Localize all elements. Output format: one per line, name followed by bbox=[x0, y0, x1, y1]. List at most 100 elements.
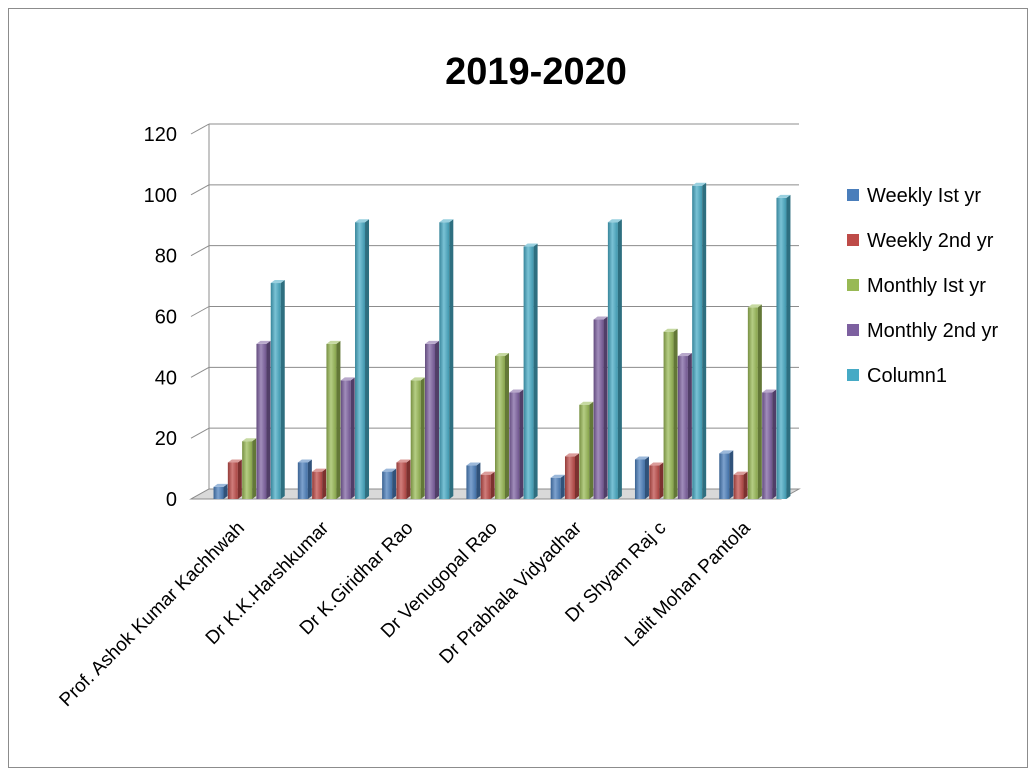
bar bbox=[663, 328, 678, 499]
bar-top bbox=[663, 328, 678, 332]
bar-front bbox=[242, 441, 253, 499]
y-tick-label: 0 bbox=[166, 489, 177, 511]
x-tick-label: Dr Prabhala Vidyadhar bbox=[436, 517, 587, 668]
y-tick-label: 40 bbox=[155, 367, 177, 389]
bar-side bbox=[490, 471, 495, 499]
bar-side bbox=[420, 377, 425, 499]
bar-front bbox=[382, 471, 393, 499]
bar-top bbox=[256, 340, 271, 344]
bar-top bbox=[340, 377, 355, 381]
bar-front bbox=[495, 356, 505, 499]
bar bbox=[340, 377, 355, 499]
bar-side bbox=[687, 353, 692, 499]
bar-front bbox=[733, 474, 744, 499]
bar-top bbox=[607, 219, 622, 223]
gridline-diag bbox=[190, 366, 210, 378]
bar-top bbox=[227, 459, 242, 463]
bar-side bbox=[659, 462, 664, 499]
bar-side bbox=[743, 471, 748, 499]
bar-top bbox=[523, 243, 538, 247]
bar-top bbox=[776, 194, 791, 198]
legend-swatch bbox=[847, 279, 859, 291]
bar-front bbox=[593, 319, 604, 499]
gridline-diag bbox=[190, 184, 210, 196]
bar-front bbox=[425, 343, 436, 499]
bar-front bbox=[719, 453, 730, 499]
bar-top bbox=[396, 459, 411, 463]
legend-item: Monthly 2nd yr bbox=[847, 320, 999, 342]
bar-top bbox=[649, 462, 664, 466]
gridline-diag bbox=[190, 245, 210, 257]
bar-side bbox=[519, 389, 524, 499]
bar bbox=[495, 353, 509, 499]
bar-top bbox=[692, 182, 707, 186]
bar-side bbox=[673, 328, 678, 499]
bar-top bbox=[747, 304, 762, 308]
bar bbox=[466, 462, 481, 499]
bar-top bbox=[312, 468, 327, 472]
bar bbox=[607, 219, 622, 500]
bar-top bbox=[382, 468, 397, 472]
bar-side bbox=[392, 468, 397, 499]
bar-front bbox=[213, 486, 224, 499]
x-tick-label: Prof. Ashok Kumar Kachhwah bbox=[56, 518, 249, 711]
y-tick-label: 20 bbox=[155, 428, 177, 450]
y-tick-label: 80 bbox=[155, 246, 177, 268]
bar-side bbox=[702, 182, 707, 500]
bar-top bbox=[762, 389, 777, 393]
bar-top bbox=[326, 340, 341, 344]
bar-side bbox=[307, 459, 312, 499]
bar-side bbox=[252, 438, 257, 499]
bar-front bbox=[692, 185, 703, 500]
bar bbox=[733, 471, 748, 499]
bar-side bbox=[603, 316, 608, 499]
bar-front bbox=[466, 465, 477, 499]
bar-side bbox=[322, 468, 327, 499]
y-tick-label: 120 bbox=[144, 124, 177, 146]
bar-top bbox=[634, 456, 649, 460]
bar bbox=[270, 280, 285, 499]
y-tick-label: 60 bbox=[155, 307, 177, 329]
bar-top bbox=[719, 450, 734, 454]
bar bbox=[326, 340, 341, 499]
bar-top bbox=[733, 471, 748, 475]
bar bbox=[480, 471, 495, 499]
legend-label: Monthly Ist yr bbox=[867, 275, 986, 297]
bar bbox=[256, 340, 271, 499]
bar-front bbox=[312, 471, 323, 499]
bar-front bbox=[634, 459, 645, 499]
legend-swatch bbox=[847, 189, 859, 201]
legend-item: Column1 bbox=[847, 365, 947, 387]
bar-top bbox=[495, 353, 509, 357]
gridline-diag bbox=[190, 427, 210, 439]
bar-top bbox=[579, 401, 594, 405]
bar-front bbox=[480, 474, 491, 499]
legend-swatch bbox=[847, 369, 859, 381]
bar-side bbox=[476, 462, 481, 499]
gridline-diag bbox=[190, 306, 210, 317]
bar-side bbox=[406, 459, 411, 499]
bar-top bbox=[270, 280, 285, 284]
bar-side bbox=[280, 280, 285, 499]
bar bbox=[564, 453, 579, 499]
chart-frame: 2019-2020 0 20 40 60 80 100 120 Prof. Ashok Ku… bbox=[8, 8, 1028, 768]
bar-front bbox=[297, 462, 308, 499]
bar-front bbox=[649, 465, 660, 499]
legend-swatch bbox=[847, 324, 859, 336]
bar bbox=[297, 459, 312, 499]
legend-item: Weekly Ist yr bbox=[847, 185, 981, 207]
bar bbox=[747, 304, 762, 499]
bar-side bbox=[589, 401, 594, 499]
bar-top bbox=[593, 316, 608, 320]
bar-front bbox=[270, 283, 281, 499]
bar-side bbox=[574, 453, 579, 499]
bar-side bbox=[223, 483, 228, 499]
chart-title: 2019-2020 bbox=[445, 51, 627, 93]
bar bbox=[509, 389, 524, 499]
bar bbox=[213, 483, 228, 499]
bar-front bbox=[523, 246, 534, 499]
bar-side bbox=[505, 353, 509, 499]
bar-top bbox=[410, 377, 425, 381]
legend-label: Column1 bbox=[867, 365, 947, 387]
bar-side bbox=[365, 219, 370, 500]
